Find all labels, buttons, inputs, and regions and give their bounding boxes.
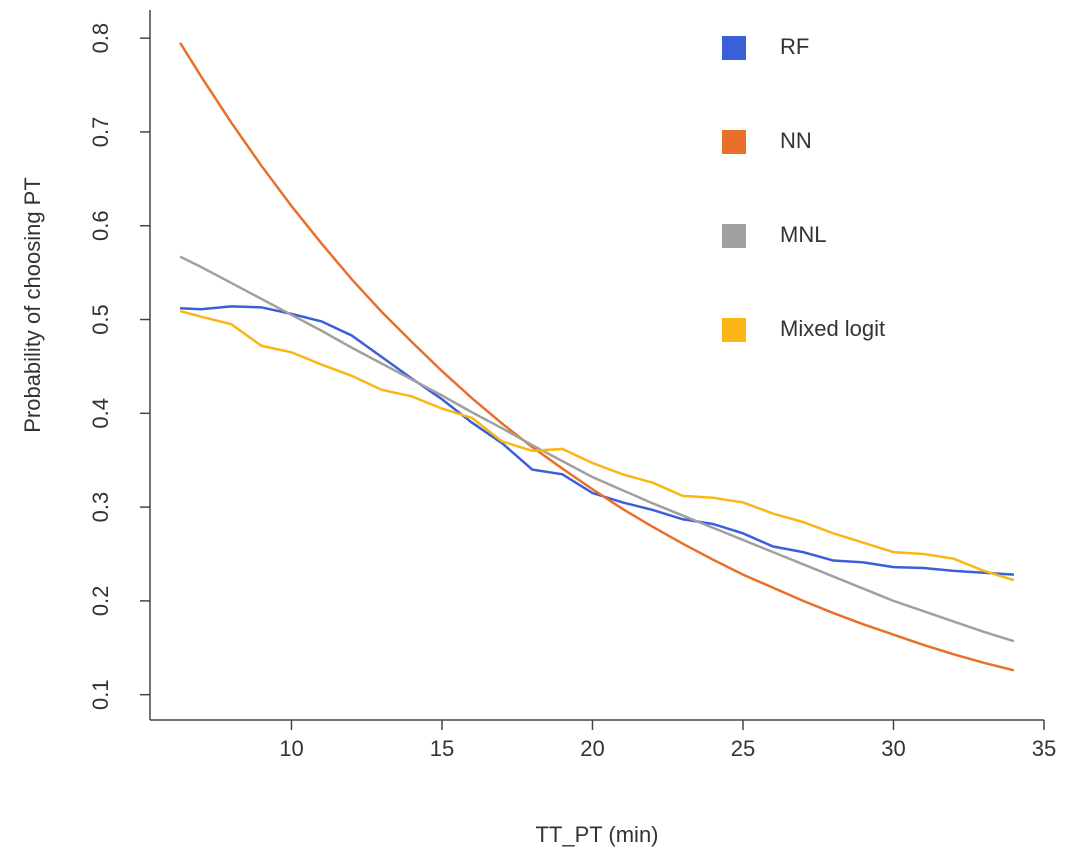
x-axis-label: TT_PT (min) [535, 822, 658, 847]
x-tick-label: 20 [580, 736, 604, 761]
y-tick-label: 0.6 [88, 210, 113, 241]
legend-swatch [722, 318, 746, 342]
x-tick-label: 10 [279, 736, 303, 761]
x-tick-label: 30 [881, 736, 905, 761]
legend-swatch [722, 224, 746, 248]
series-line [180, 305, 1014, 576]
y-tick-label: 0.1 [88, 679, 113, 710]
y-tick-label: 0.2 [88, 586, 113, 617]
series-line [179, 42, 1015, 672]
series-line [179, 309, 1015, 582]
x-tick-label: 35 [1032, 736, 1056, 761]
y-axis-label: Probability of choosing PT [20, 177, 45, 433]
x-tick-label: 15 [430, 736, 454, 761]
y-tick-label: 0.3 [88, 492, 113, 523]
legend-label: NN [780, 128, 812, 153]
legend-label: RF [780, 34, 809, 59]
y-tick-label: 0.8 [88, 23, 113, 54]
legend-label: MNL [780, 222, 826, 247]
y-tick-label: 0.7 [88, 117, 113, 148]
legend-label: Mixed logit [780, 316, 885, 341]
legend-swatch [722, 130, 746, 154]
series-line [179, 255, 1015, 643]
y-tick-label: 0.5 [88, 304, 113, 335]
y-tick-label: 0.4 [88, 398, 113, 429]
x-tick-label: 25 [731, 736, 755, 761]
legend-swatch [722, 36, 746, 60]
